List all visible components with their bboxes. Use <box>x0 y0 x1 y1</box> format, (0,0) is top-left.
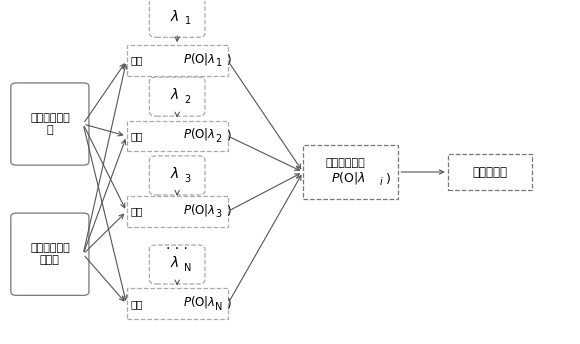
Text: N: N <box>184 263 191 273</box>
Text: $)$: $)$ <box>226 53 232 67</box>
FancyBboxPatch shape <box>150 156 205 195</box>
Text: $)$: $)$ <box>226 128 232 143</box>
Text: $\lambda$: $\lambda$ <box>169 255 179 270</box>
FancyBboxPatch shape <box>11 213 89 295</box>
Text: $\lambda$: $\lambda$ <box>169 87 179 103</box>
Text: $P(\mathrm{O}|\lambda$: $P(\mathrm{O}|\lambda$ <box>183 51 216 67</box>
Text: · · ·: · · · <box>166 242 188 256</box>
Text: 2: 2 <box>184 95 191 105</box>
Text: 五种气体对应
的比值: 五种气体对应 的比值 <box>30 244 70 265</box>
FancyBboxPatch shape <box>126 45 228 76</box>
Text: 计算: 计算 <box>130 299 143 309</box>
Text: N: N <box>215 302 223 312</box>
FancyBboxPatch shape <box>303 146 398 198</box>
Text: 计算: 计算 <box>130 56 143 66</box>
Text: 计算: 计算 <box>130 131 143 141</box>
Text: $)$: $)$ <box>386 171 392 186</box>
Text: 1: 1 <box>184 16 191 26</box>
Text: 变压器状态: 变压器状态 <box>472 165 507 179</box>
Text: $)$: $)$ <box>226 296 232 311</box>
FancyBboxPatch shape <box>150 245 205 284</box>
Text: $P(\mathrm{O}|\lambda$: $P(\mathrm{O}|\lambda$ <box>183 126 216 142</box>
Text: 3: 3 <box>184 174 191 184</box>
FancyBboxPatch shape <box>126 121 228 151</box>
Text: $P(\mathrm{O}|\lambda$: $P(\mathrm{O}|\lambda$ <box>183 294 216 310</box>
Text: 3: 3 <box>216 209 222 219</box>
Text: $)$: $)$ <box>226 203 232 218</box>
Text: i: i <box>379 177 382 187</box>
Text: 2: 2 <box>216 134 222 144</box>
Text: $P(\mathrm{O}|\lambda$: $P(\mathrm{O}|\lambda$ <box>183 202 216 218</box>
FancyBboxPatch shape <box>126 289 228 319</box>
FancyBboxPatch shape <box>448 154 532 190</box>
Text: 计算: 计算 <box>130 206 143 216</box>
FancyBboxPatch shape <box>150 77 205 116</box>
Text: $\lambda$: $\lambda$ <box>169 166 179 181</box>
FancyBboxPatch shape <box>11 83 89 165</box>
Text: $\lambda$: $\lambda$ <box>169 9 179 24</box>
Text: 选择最大概率: 选择最大概率 <box>325 159 365 169</box>
FancyBboxPatch shape <box>150 0 205 37</box>
Text: $P(\mathrm{O}|\lambda$: $P(\mathrm{O}|\lambda$ <box>331 170 365 186</box>
Text: 五种气体测量
值: 五种气体测量 值 <box>30 113 70 135</box>
FancyBboxPatch shape <box>126 196 228 227</box>
Text: 1: 1 <box>216 58 222 68</box>
